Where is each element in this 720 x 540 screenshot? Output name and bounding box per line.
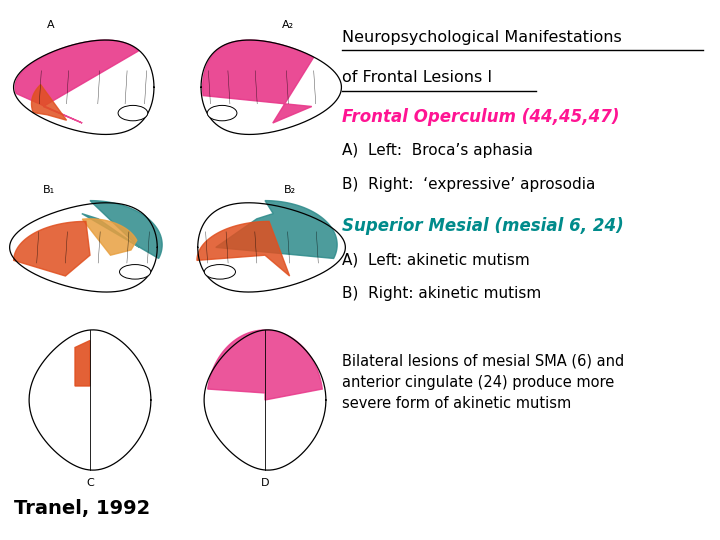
Text: Superior Mesial (mesial 6, 24): Superior Mesial (mesial 6, 24) (342, 217, 624, 235)
Ellipse shape (118, 105, 148, 121)
Text: of Frontal Lesions I: of Frontal Lesions I (342, 70, 492, 85)
Text: Frontal Operculum (44,45,47): Frontal Operculum (44,45,47) (342, 108, 619, 126)
Polygon shape (82, 200, 162, 259)
Text: B)  Right: akinetic mutism: B) Right: akinetic mutism (342, 286, 541, 301)
Ellipse shape (204, 265, 235, 279)
Polygon shape (216, 200, 337, 259)
Ellipse shape (120, 265, 150, 279)
Text: Tranel, 1992: Tranel, 1992 (14, 500, 150, 518)
Polygon shape (207, 330, 323, 400)
Text: C: C (86, 478, 94, 488)
Text: A)  Left:  Broca’s aphasia: A) Left: Broca’s aphasia (342, 143, 533, 158)
Text: A)  Left: akinetic mutism: A) Left: akinetic mutism (342, 252, 530, 267)
Text: Neuropsychological Manifestations: Neuropsychological Manifestations (342, 30, 622, 45)
Text: B)  Right:  ‘expressive’ aprosodia: B) Right: ‘expressive’ aprosodia (342, 177, 595, 192)
Polygon shape (32, 85, 66, 120)
Polygon shape (14, 221, 90, 276)
Polygon shape (75, 341, 90, 386)
Text: D: D (261, 478, 269, 488)
Ellipse shape (207, 105, 237, 121)
Text: A: A (48, 20, 55, 30)
Polygon shape (82, 219, 137, 255)
Polygon shape (202, 40, 313, 123)
Text: A₂: A₂ (282, 20, 294, 30)
Polygon shape (197, 221, 289, 276)
Text: Bilateral lesions of mesial SMA (6) and
anterior cingulate (24) produce more
sev: Bilateral lesions of mesial SMA (6) and … (342, 354, 624, 411)
Text: B₂: B₂ (284, 185, 296, 195)
Text: B₁: B₁ (43, 185, 55, 195)
Polygon shape (15, 40, 138, 123)
